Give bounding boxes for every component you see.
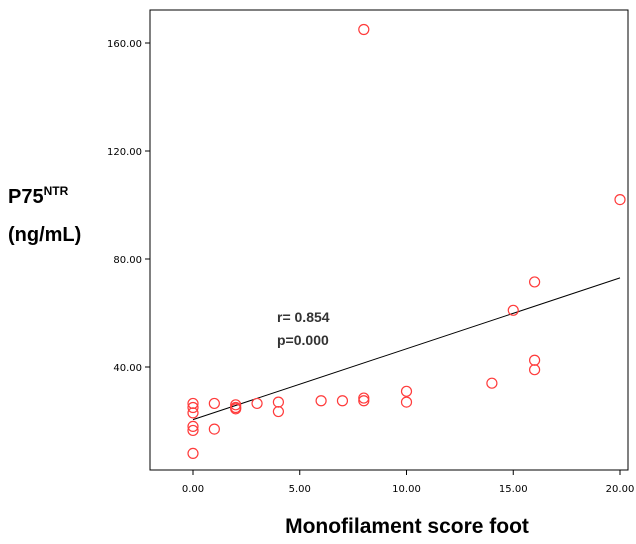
x-tick-label: 10.00 — [392, 484, 421, 495]
data-point — [507, 304, 519, 316]
data-point — [358, 23, 370, 36]
annotation-r: r= 0.854 — [277, 309, 330, 325]
data-point — [272, 396, 284, 408]
x-axis-label: Monofilament score foot — [285, 515, 529, 538]
data-point — [187, 420, 199, 432]
data-point — [614, 194, 626, 206]
data-point — [528, 364, 541, 376]
data-point — [400, 396, 413, 408]
x-tick-label: 0.00 — [182, 484, 204, 495]
plot-frame — [149, 9, 629, 471]
y-tick-label: 160.00 — [107, 39, 142, 50]
data-point — [251, 397, 263, 410]
data-point — [208, 397, 220, 410]
data-point — [230, 399, 242, 411]
y-axis-label-unit: (ng/mL) — [8, 224, 81, 246]
y-tick-label: 80.00 — [113, 255, 142, 266]
data-points — [187, 23, 626, 459]
data-point — [358, 392, 370, 404]
data-point — [272, 405, 284, 418]
x-tick-label: 15.00 — [499, 484, 528, 495]
x-tick-label: 5.00 — [289, 484, 311, 495]
data-point — [187, 401, 199, 414]
y-tick-label: 40.00 — [113, 363, 142, 374]
x-tick-label: 20.00 — [606, 484, 635, 495]
data-point — [208, 423, 220, 435]
y-tick-label: 120.00 — [107, 147, 142, 158]
y-axis-label: P75NTR (ng/mL) — [8, 184, 81, 246]
data-point — [400, 385, 413, 397]
axis-ticks: 40.00 80.00 120.00 160.00 0.00 5.00 10.00 15.00… — [107, 39, 634, 495]
data-point — [187, 447, 199, 459]
annotation-p: p=0.000 — [277, 332, 329, 348]
data-point — [187, 407, 199, 419]
fit-line-layer — [192, 277, 621, 421]
regression-line — [192, 277, 621, 421]
data-point — [230, 403, 242, 415]
data-point — [315, 395, 327, 407]
data-point — [336, 395, 349, 407]
y-axis-label-main: P75 — [8, 186, 44, 208]
data-point — [486, 377, 498, 389]
data-point — [358, 395, 370, 407]
y-axis-label-superscript: NTR — [44, 184, 69, 198]
data-point — [187, 424, 199, 437]
svg-text:P75NTR: P75NTR — [8, 184, 69, 208]
data-point — [528, 276, 541, 288]
data-point — [528, 354, 541, 366]
